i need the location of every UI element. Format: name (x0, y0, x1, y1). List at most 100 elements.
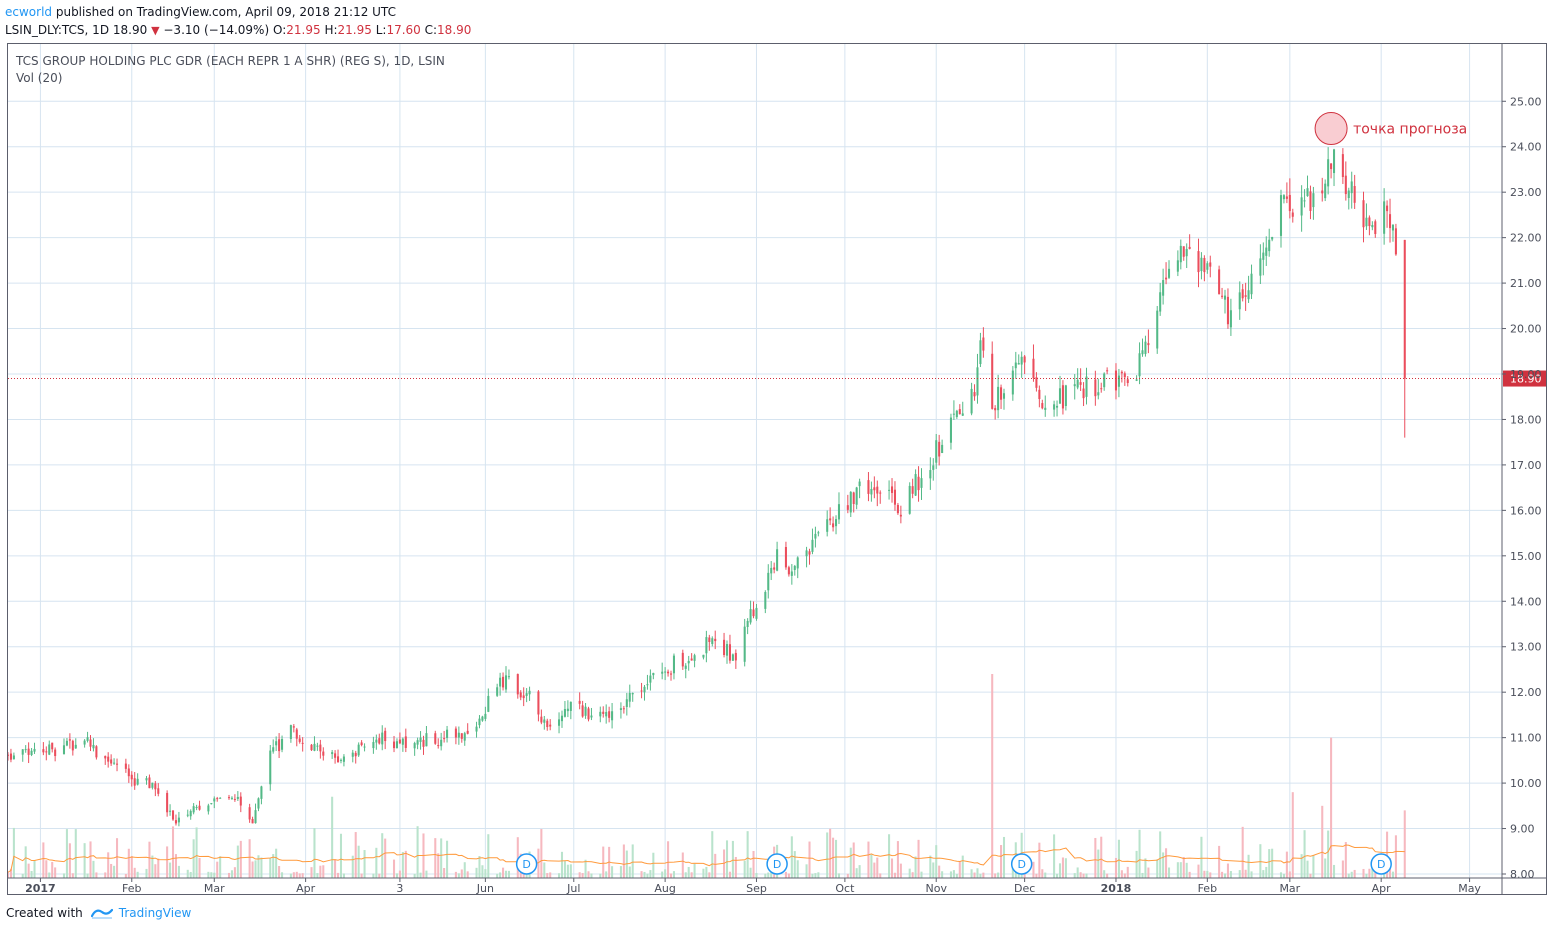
volume-bar (457, 873, 460, 878)
candle-body (770, 567, 773, 574)
volume-bar (846, 873, 849, 878)
candle-body (1362, 200, 1365, 228)
candle-body (404, 736, 407, 748)
candle-body (1156, 310, 1159, 349)
candle-body (1085, 376, 1088, 397)
volume-bar (337, 872, 340, 878)
candle-body (1053, 404, 1056, 410)
candle-body (281, 739, 284, 750)
volume-bar (867, 841, 870, 878)
candle-body (1094, 379, 1097, 397)
candle-body (104, 755, 107, 759)
candle-body (401, 738, 404, 745)
volume-bar (113, 865, 116, 878)
time-tick-label: Feb (122, 882, 141, 895)
candle-body (879, 492, 882, 494)
candle-body (157, 788, 160, 794)
volume-bar (643, 871, 646, 878)
volume-bar (1073, 873, 1076, 878)
candle-body (796, 557, 799, 569)
candle-body (48, 744, 51, 755)
candle-body (646, 684, 649, 686)
volume-bar (1312, 855, 1315, 878)
volume-bar (1288, 871, 1291, 878)
volume-bar (982, 872, 985, 878)
candle-body (413, 743, 416, 749)
candle-body (970, 388, 973, 414)
candle-body (115, 763, 119, 765)
volume-bar (48, 872, 51, 878)
candle-body (342, 756, 345, 762)
volume-bar (207, 871, 210, 878)
volume-bar (997, 872, 1000, 878)
volume-bar (466, 871, 469, 878)
volume-bar (1238, 870, 1241, 878)
volume-bar (558, 873, 561, 878)
candle-body (496, 687, 499, 696)
candle-body (619, 708, 622, 711)
volume-bar (281, 872, 284, 878)
volume-bar (463, 862, 466, 878)
volume-bar (646, 873, 649, 878)
candle-body (631, 693, 634, 695)
volume-bar (1035, 873, 1038, 878)
volume-bar (908, 868, 911, 878)
candle-body (808, 551, 811, 555)
candle-body (475, 726, 478, 732)
price-tick-label: 24.00 (1510, 141, 1542, 154)
volume-bar (705, 866, 708, 878)
volume-bar (272, 854, 275, 878)
volume-bar (269, 858, 272, 878)
tradingview-brand-link[interactable]: TradingView (118, 906, 192, 920)
volume-bar (605, 871, 608, 878)
volume-bar (481, 865, 484, 878)
volume-bar (177, 865, 180, 878)
volume-bar (233, 867, 236, 878)
volume-bar (796, 860, 799, 878)
candle-body (95, 746, 98, 758)
candle-body (961, 413, 964, 416)
volume-bar (127, 848, 130, 878)
time-tick-label: Aug (654, 882, 675, 895)
candle-body (233, 798, 236, 800)
volume-bar (1079, 872, 1082, 878)
candle-body (714, 638, 717, 642)
candle-body (216, 798, 219, 800)
volume-bar (1165, 848, 1168, 878)
volume-bar (569, 864, 572, 878)
candle-body (174, 820, 177, 824)
candle-body (667, 671, 670, 674)
volume-bar (1085, 873, 1088, 878)
volume-bar (65, 829, 68, 878)
candle-body (189, 810, 192, 817)
candle-body (30, 750, 33, 756)
volume-bar (166, 846, 169, 878)
price-tick-label: 10.00 (1510, 777, 1542, 790)
candle-body (1333, 149, 1336, 174)
volume-bar (174, 854, 177, 878)
candle-body (331, 752, 334, 755)
volume-bar (725, 840, 729, 878)
volume-bar (130, 856, 133, 878)
volume-bar (1106, 873, 1109, 878)
volume-bar (339, 833, 343, 878)
author-link[interactable]: ecworld (5, 5, 53, 19)
candle-body (890, 486, 894, 493)
candle-body (1250, 273, 1253, 295)
candle-body (1288, 194, 1291, 212)
volume-bar (195, 827, 198, 878)
candle-body (566, 708, 569, 712)
candle-body (1100, 388, 1103, 390)
candle-body (363, 746, 366, 748)
volume-bar (1365, 873, 1368, 878)
volume-bar (837, 873, 841, 878)
candle-body (360, 742, 363, 746)
candle-body (460, 733, 463, 739)
volume-bar (51, 861, 54, 878)
tradingview-logo-icon[interactable] (90, 907, 113, 919)
time-tick-label: Nov (925, 882, 947, 895)
volume-bar (1000, 845, 1003, 878)
candle-body (587, 708, 590, 720)
